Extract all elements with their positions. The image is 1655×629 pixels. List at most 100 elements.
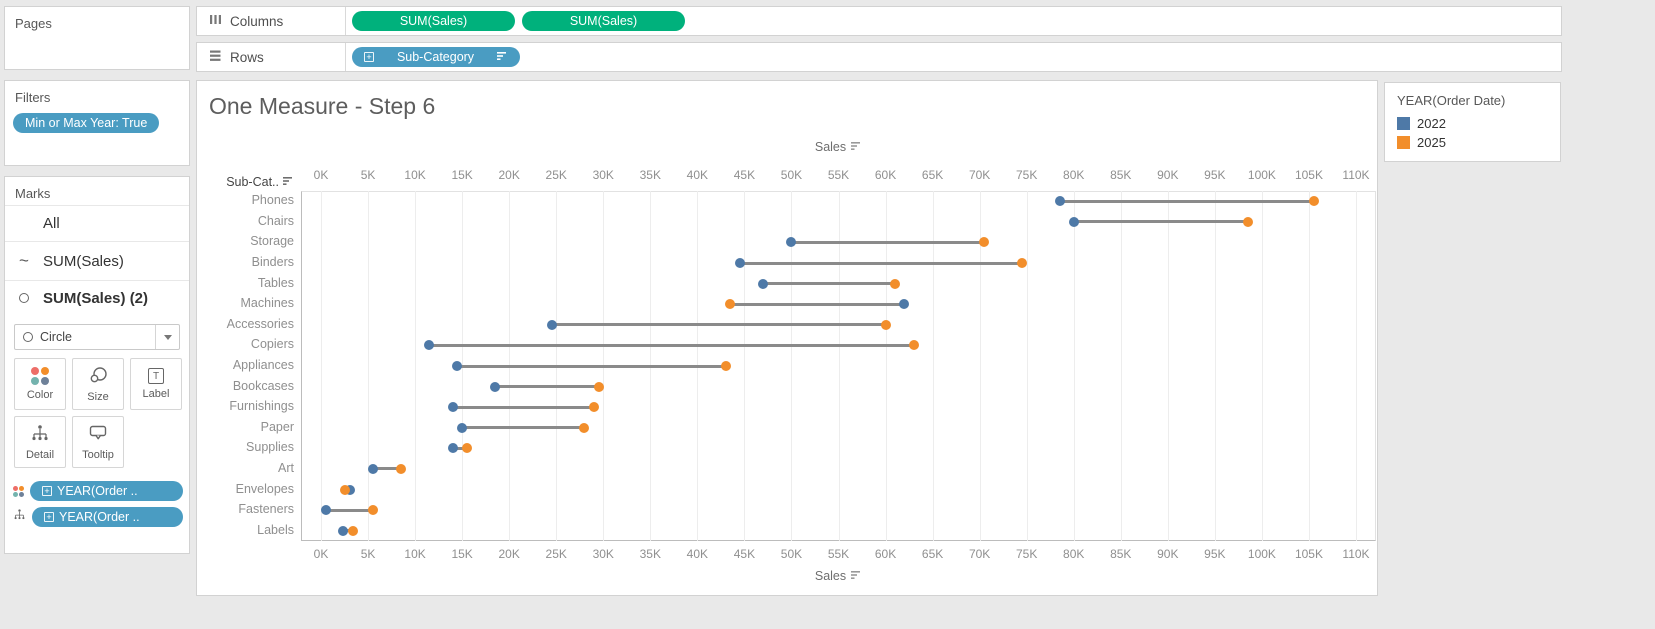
mark-dot-2025[interactable] [889, 278, 900, 289]
mark-dot-2025[interactable] [725, 299, 736, 310]
category-label[interactable]: Envelopes [235, 481, 294, 496]
x-axis-tick-bottom: 100K [1247, 547, 1276, 561]
mark-dot-2025[interactable] [395, 463, 406, 474]
mark-dot-2025[interactable] [979, 237, 990, 248]
mark-dot-2022[interactable] [734, 258, 745, 269]
expand-plus-icon[interactable] [44, 512, 54, 522]
color-pill-label: YEAR(Order .. [57, 484, 138, 498]
category-label[interactable]: Fasteners [238, 502, 294, 517]
marks-item-sum-sales[interactable]: SUM(Sales) [5, 241, 189, 280]
color-pill-year-order-date[interactable]: YEAR(Order .. [30, 481, 183, 501]
x-axis-tick-bottom: 70K [968, 547, 991, 561]
x-axis-tick-top: 55K [827, 168, 850, 182]
sort-icon[interactable] [851, 140, 862, 154]
x-axis-tick-bottom: 110K [1342, 547, 1370, 561]
category-label[interactable]: Tables [257, 275, 294, 290]
mark-dot-2025[interactable] [579, 422, 590, 433]
dropdown-caret[interactable] [155, 325, 179, 349]
x-axis-tick-top: 75K [1015, 168, 1038, 182]
category-label[interactable]: Copiers [250, 337, 294, 352]
x-axis-tick-top: 100K [1247, 168, 1276, 182]
row-header-label: Sub-Cat.. [226, 175, 279, 189]
mark-dot-2022[interactable] [452, 361, 463, 371]
legend-item-2022[interactable]: 2022 [1385, 114, 1560, 133]
mark-dot-2025[interactable] [880, 319, 891, 330]
mark-dot-2022[interactable] [546, 319, 557, 330]
legend-item-2025[interactable]: 2025 [1385, 133, 1560, 152]
detail-button[interactable]: Detail [14, 416, 66, 468]
x-axis-tick-bottom: 35K [639, 547, 661, 561]
mark-dot-2025[interactable] [367, 505, 378, 516]
columns-pill-sum-sales-1[interactable]: SUM(Sales) [352, 11, 515, 31]
category-label[interactable]: Machines [240, 296, 295, 311]
mark-dot-2022[interactable] [367, 463, 378, 474]
mark-dot-2025[interactable] [720, 361, 731, 371]
category-label[interactable]: Art [278, 460, 294, 475]
filter-pill[interactable]: Min or Max Year: True [13, 113, 160, 133]
mark-dot-2022[interactable] [457, 422, 468, 433]
color-button[interactable]: Color [14, 358, 66, 410]
category-label[interactable]: Chairs [257, 213, 294, 228]
mark-dot-2022[interactable] [320, 505, 331, 516]
x-axis-tick-bottom: 0K [313, 547, 329, 561]
mark-dot-2025[interactable] [908, 340, 919, 351]
marks-item-sum-sales-2-label: SUM(Sales) (2) [43, 290, 149, 307]
marks-item-sum-sales-2[interactable]: SUM(Sales) (2) [5, 280, 189, 316]
category-label[interactable]: Bookcases [232, 378, 294, 393]
mark-dot-2025[interactable] [1242, 216, 1253, 227]
sort-icon[interactable] [851, 569, 862, 583]
mark-dot-2022[interactable] [1054, 196, 1065, 207]
x-axis-tick-top: 10K [404, 168, 426, 182]
mark-dot-2025[interactable] [347, 525, 358, 536]
expand-plus-icon[interactable] [364, 52, 374, 62]
marks-item-all[interactable]: All [5, 205, 189, 241]
category-label[interactable]: Binders [251, 255, 294, 270]
mark-dot-2025[interactable] [1016, 258, 1027, 269]
tooltip-button[interactable]: Tooltip [72, 416, 124, 468]
row-header[interactable]: Sub-Cat.. [226, 175, 294, 189]
mark-type-dropdown[interactable]: Circle [14, 324, 180, 350]
columns-pill-sum-sales-2[interactable]: SUM(Sales) [522, 11, 685, 31]
mark-dot-2025[interactable] [339, 484, 350, 495]
x-axis-tick-top: 90K [1157, 168, 1179, 182]
category-label[interactable]: Labels [257, 522, 294, 537]
mark-dot-2022[interactable] [490, 381, 501, 392]
category-label[interactable]: Storage [250, 234, 294, 249]
x-axis-tick-bottom: 80K [1063, 547, 1085, 561]
mark-dot-2022[interactable] [447, 402, 458, 413]
mark-dot-2022[interactable] [447, 443, 458, 454]
category-label[interactable]: Supplies [246, 440, 294, 455]
rows-pill-sub-category[interactable]: Sub-Category [352, 47, 520, 67]
mark-dot-2025[interactable] [593, 381, 604, 392]
x-axis-tick-bottom: 85K [1110, 547, 1132, 561]
expand-plus-icon[interactable] [42, 486, 52, 496]
x-axis-tick-top: 60K [874, 168, 897, 182]
mark-dot-2022[interactable] [337, 525, 348, 536]
category-label[interactable]: Paper [260, 419, 294, 434]
sort-icon[interactable] [283, 175, 294, 189]
mark-dot-2022[interactable] [424, 340, 435, 351]
mark-dot-2022[interactable] [758, 278, 769, 289]
mark-dot-2025[interactable] [588, 402, 599, 413]
size-button[interactable]: Size [72, 358, 124, 410]
mark-dot-2022[interactable] [1068, 216, 1079, 227]
x-axis-tick-top: 35K [639, 168, 661, 182]
category-label[interactable]: Phones [251, 193, 294, 208]
category-label[interactable]: Appliances [232, 358, 294, 372]
category-label[interactable]: Furnishings [229, 399, 294, 414]
mark-dot-2022[interactable] [345, 484, 356, 495]
category-label[interactable]: Accessories [226, 316, 294, 331]
mark-dot-2025[interactable] [1308, 196, 1319, 207]
mark-dot-2025[interactable] [461, 443, 472, 454]
mark-dot-2022[interactable] [899, 299, 910, 310]
columns-label: Columns [230, 13, 284, 29]
mark-dot-2022[interactable] [786, 237, 797, 248]
sort-icon[interactable] [497, 50, 508, 64]
x-axis-tick-top: 50K [780, 168, 803, 182]
plot-area [301, 191, 1376, 541]
detail-pill-year-order-date[interactable]: YEAR(Order .. [32, 507, 183, 527]
label-button[interactable]: Label [130, 358, 182, 410]
top-axis-title: Sales [301, 140, 1376, 154]
x-axis-tick-bottom: 50K [780, 547, 803, 561]
color-legend: YEAR(Order Date) 2022 2025 [1384, 82, 1561, 162]
